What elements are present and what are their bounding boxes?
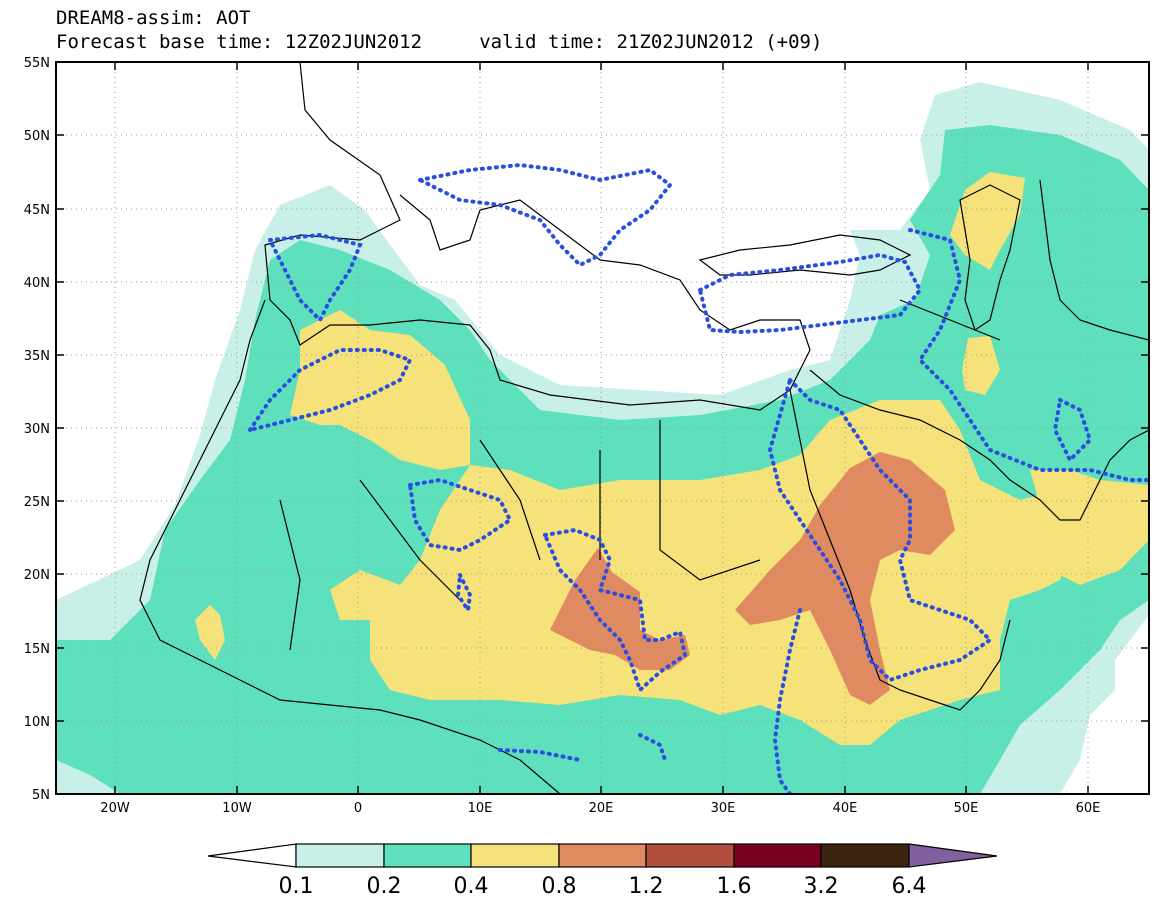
lat-label: 45N bbox=[24, 203, 50, 218]
coast-africa-west bbox=[139, 299, 561, 794]
border-east bbox=[899, 179, 1149, 341]
obs-contour-morocco bbox=[245, 348, 413, 434]
colorbar-segment bbox=[733, 843, 822, 868]
lon-label: 10E bbox=[468, 801, 493, 816]
obs-contour-gulf bbox=[1052, 397, 1093, 464]
colorbar-segment bbox=[470, 843, 560, 868]
lat-label: 5N bbox=[32, 788, 50, 803]
obs-contour-east-africa bbox=[772, 608, 802, 794]
lon-label: 30E bbox=[711, 801, 736, 816]
colorbar-label: 3.2 bbox=[804, 874, 839, 899]
coast-arabia bbox=[809, 369, 1149, 521]
colorbar-label: 0.8 bbox=[542, 874, 577, 899]
lat-labels: 55N 50N 45N 40N 35N 30N 25N 20N 15N 10N … bbox=[24, 56, 50, 803]
observation-contours bbox=[245, 162, 1149, 794]
obs-contour-iberia bbox=[266, 232, 363, 324]
obs-contour-balkans bbox=[413, 162, 673, 268]
lon-label: 60E bbox=[1076, 801, 1101, 816]
colorbar-label: 6.4 bbox=[892, 874, 927, 899]
obs-contour-south bbox=[498, 733, 667, 762]
colorbar-extend-low bbox=[207, 843, 297, 868]
colorbar-labels: 0.1 0.2 0.4 0.8 1.2 1.6 3.2 6.4 bbox=[279, 874, 927, 899]
colorbar-label: 0.4 bbox=[454, 874, 489, 899]
map-subtitle: Forecast base time: 12Z02JUN2012 valid t… bbox=[56, 31, 823, 53]
colorbar-segment bbox=[558, 843, 647, 868]
aot-band-0.4-caspian bbox=[950, 172, 1025, 270]
colorbar-segment bbox=[383, 843, 472, 868]
coast-europe-africa bbox=[264, 62, 811, 411]
axis-ticks bbox=[56, 61, 1149, 795]
obs-contour-chad bbox=[542, 527, 688, 694]
lat-label: 20N bbox=[24, 568, 50, 583]
colorbar-segment bbox=[820, 843, 910, 868]
lat-label: 10N bbox=[24, 715, 50, 730]
coast-caspian bbox=[959, 184, 1021, 331]
aot-field bbox=[56, 82, 1149, 794]
lon-label: 50E bbox=[954, 801, 979, 816]
obs-contour-red-sea bbox=[767, 376, 994, 683]
obs-contour-turkey bbox=[697, 252, 923, 335]
coast-red-sea bbox=[789, 389, 1011, 711]
colorbar-segment bbox=[645, 843, 735, 868]
lat-label: 50N bbox=[24, 129, 50, 144]
colorbar bbox=[207, 843, 998, 868]
coastlines bbox=[139, 62, 1149, 794]
lon-label: 20W bbox=[100, 801, 130, 816]
lon-label: 10W bbox=[222, 801, 252, 816]
lat-label: 15N bbox=[24, 642, 50, 657]
lat-label: 30N bbox=[24, 422, 50, 437]
obs-contour-mali bbox=[455, 567, 473, 616]
colorbar-extend-high bbox=[908, 843, 998, 868]
colorbar-label: 0.2 bbox=[367, 874, 402, 899]
lon-label: 20E bbox=[589, 801, 614, 816]
lon-labels: 20W 10W 0 10E 20E 30E 40E 50E 60E bbox=[100, 801, 1100, 816]
lat-label: 55N bbox=[24, 56, 50, 71]
colorbar-label: 1.6 bbox=[717, 874, 752, 899]
border-sahara-1 bbox=[279, 420, 761, 651]
colorbar-label: 0.1 bbox=[279, 874, 314, 899]
aot-band-0.4-west bbox=[195, 605, 225, 660]
obs-contour-iran bbox=[908, 228, 1149, 482]
lat-label: 25N bbox=[24, 495, 50, 510]
colorbar-label: 1.2 bbox=[629, 874, 664, 899]
lat-label: 40N bbox=[24, 276, 50, 291]
lat-label: 35N bbox=[24, 349, 50, 364]
lon-label: 40E bbox=[833, 801, 858, 816]
aot-band-0.4-arabia-east bbox=[1030, 470, 1149, 585]
obs-contour-sahara bbox=[407, 477, 513, 553]
aot-band-0.4-iran bbox=[962, 336, 1000, 395]
colorbar-segment bbox=[295, 843, 385, 868]
map-title: DREAM8-assim: AOT bbox=[56, 7, 251, 29]
lon-label: 0 bbox=[354, 801, 362, 816]
